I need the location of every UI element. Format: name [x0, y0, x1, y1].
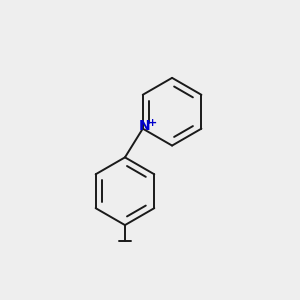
- Text: N: N: [138, 119, 150, 133]
- Text: +: +: [148, 118, 157, 128]
